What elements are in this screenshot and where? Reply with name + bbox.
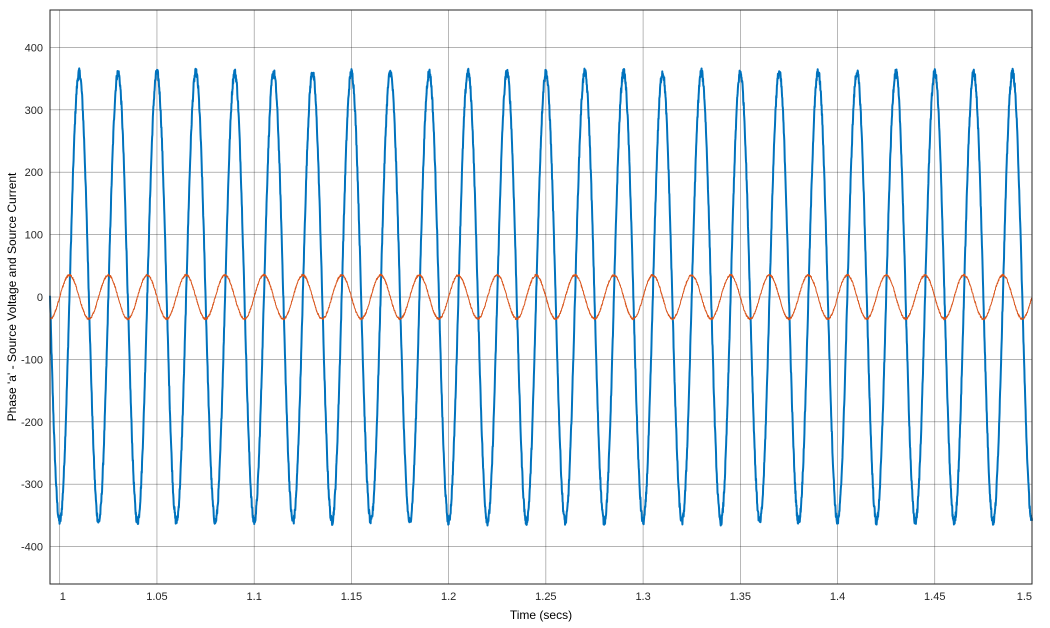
x-tick-label: 1.4	[830, 591, 845, 603]
x-tick-label: 1.35	[730, 591, 751, 603]
y-tick-label: 200	[25, 167, 43, 179]
y-axis-label: Phase 'a' - Source Voltage and Source Cu…	[5, 172, 19, 421]
y-tick-label: 400	[25, 42, 43, 54]
x-tick-label: 1.1	[247, 591, 262, 603]
x-tick-label: 1.15	[341, 591, 362, 603]
y-tick-label: -300	[21, 479, 43, 491]
x-tick-label: 1.45	[924, 591, 945, 603]
y-tick-label: -100	[21, 354, 43, 366]
y-grid	[50, 47, 1032, 547]
x-tick-label: 1.3	[635, 591, 650, 603]
voltage-series-line	[49, 67, 1033, 527]
y-tick-label: 100	[25, 230, 43, 242]
y-tick-label: 0	[37, 292, 43, 304]
plot-frame	[49, 9, 1033, 585]
x-tick-labels: 1 1.05 1.1 1.15 1.2 1.25 1.3 1.35 1.4 1.45 1.5	[60, 591, 1032, 603]
x-tick-label: 1.05	[146, 591, 167, 603]
y-tick-label: -400	[21, 542, 43, 554]
current-series-line	[49, 273, 1033, 321]
x-axis-label: Time (secs)	[510, 608, 572, 622]
x-tick-label: 1.5	[1017, 591, 1032, 603]
x-tick-label: 1	[60, 591, 66, 603]
x-tick-label: 1.25	[535, 591, 556, 603]
y-tick-label: 300	[25, 105, 43, 117]
x-tick-label: 1.2	[441, 591, 456, 603]
series-layer	[49, 67, 1033, 527]
y-tick-label: -200	[21, 417, 43, 429]
y-tick-labels: 400 300 200 100 0 -100 -200 -300 -400	[21, 42, 43, 553]
